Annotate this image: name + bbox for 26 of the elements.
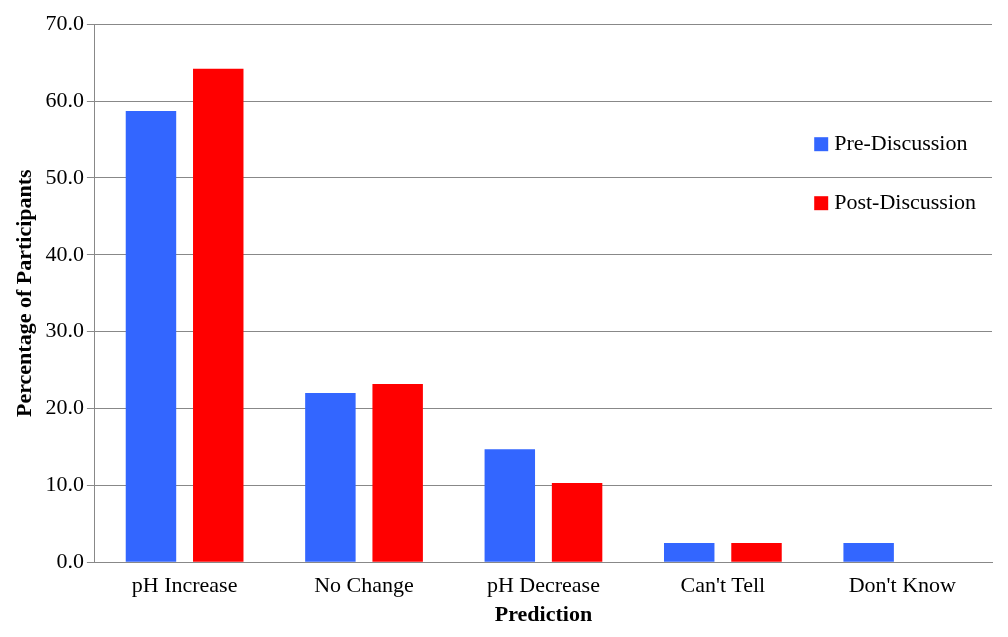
bar [305,393,356,562]
y-tick-label: 50.0 [45,163,84,189]
y-tick-label: 60.0 [45,86,84,112]
x-tick-label: No Change [314,572,414,598]
y-axis-title: Percentage of Participants [10,168,36,418]
bar [372,383,423,562]
bar [193,68,244,562]
x-tick-label: Can't Tell [680,572,766,598]
y-tick-label: 40.0 [45,240,84,266]
bar [551,483,603,562]
y-tick-label: 10.0 [45,471,84,497]
y-tick-label: 0.0 [56,547,84,573]
x-axis-title: Prediction [494,601,593,627]
bar [731,542,782,562]
x-tick-label: pH Decrease [486,572,600,598]
x-tick-label: Don't Know [848,572,957,598]
bar [125,111,177,562]
legend-label: Post-Discussion [834,188,976,214]
x-tick-label: pH Increase [131,572,238,598]
y-tick-label: 70.0 [45,9,84,35]
y-tick-label: 30.0 [45,317,84,343]
legend-label: Pre-Discussion [834,129,968,155]
bar [843,542,894,562]
y-tick-label: 20.0 [45,394,84,420]
bar [664,542,715,562]
bar [484,449,536,562]
